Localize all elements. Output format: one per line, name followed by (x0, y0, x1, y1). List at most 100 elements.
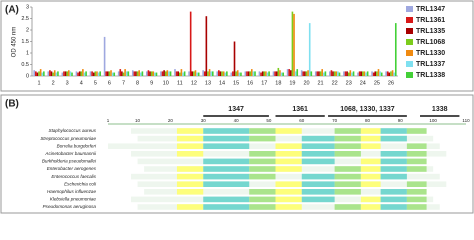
bar (136, 71, 139, 76)
bar (351, 72, 353, 76)
position-label: 70 (332, 118, 338, 123)
bar (357, 72, 359, 76)
conserved-block (275, 196, 302, 203)
bar (268, 71, 270, 76)
bar (379, 71, 381, 76)
bar (380, 72, 383, 76)
conserved-block (176, 204, 204, 210)
bar (376, 71, 378, 76)
bar (235, 71, 237, 76)
conserved-block (249, 166, 276, 172)
conserved-block (176, 151, 204, 157)
bar (163, 70, 165, 76)
conserved-block (176, 173, 204, 180)
bar (333, 71, 336, 76)
bar (277, 67, 280, 76)
x-tick-label: 1 (38, 80, 41, 86)
bar (33, 70, 36, 76)
x-tick-label: 16 (247, 80, 253, 86)
y-axis-label: OD 450 nm (12, 27, 18, 58)
bar (246, 71, 248, 76)
x-tick-label: 13 (205, 80, 211, 86)
conserved-block (334, 181, 361, 187)
bar (286, 69, 289, 76)
conserved-block (176, 135, 204, 142)
bar (377, 69, 380, 76)
conserved-block (406, 166, 427, 172)
x-tick-label: 24 (360, 80, 366, 86)
bar (57, 71, 59, 76)
x-tick-label: 6 (108, 80, 111, 86)
conserved-block (176, 181, 204, 187)
bar (179, 72, 181, 76)
conserved-block (176, 143, 204, 149)
bar (321, 69, 323, 76)
panel-a-frame (0, 0, 474, 92)
organism-name: Borrelia burgdorferi (57, 143, 97, 148)
bar (110, 70, 112, 76)
sequence-row (137, 135, 434, 142)
bar (203, 71, 206, 76)
bar (390, 71, 392, 76)
legend-swatch (406, 50, 413, 56)
bar (105, 71, 108, 76)
conserved-block (380, 158, 407, 165)
conserved-block (360, 196, 381, 203)
bar (360, 71, 363, 76)
bar (296, 69, 299, 76)
bar (366, 71, 369, 76)
bar (103, 36, 106, 76)
bar (149, 71, 151, 76)
conserved-block (203, 173, 250, 180)
bar (55, 72, 58, 76)
organism-name: Streptococcus pneumoniae (40, 136, 96, 141)
bar (117, 71, 120, 76)
organism-name: Staphylococcus aureus (49, 128, 97, 133)
bar (394, 23, 397, 77)
x-tick-label: 7 (122, 80, 125, 86)
conserved-block (334, 135, 361, 142)
bar (310, 71, 313, 76)
bar (125, 71, 128, 76)
bar (290, 70, 292, 76)
bar (232, 71, 234, 76)
bar (189, 11, 192, 77)
bar (111, 72, 114, 76)
conserved-block (406, 189, 427, 195)
y-tick-label: 3 (26, 4, 29, 10)
bar (238, 72, 241, 76)
bar (197, 72, 200, 76)
bar (272, 71, 275, 76)
x-tick-label: 26 (388, 80, 394, 86)
conserved-block (176, 166, 204, 172)
conserved-block (275, 151, 302, 157)
conserved-block (275, 166, 302, 172)
legend-swatch (406, 28, 413, 34)
bar (91, 71, 93, 76)
bar (343, 71, 345, 76)
conserved-block (301, 173, 335, 180)
bar (208, 69, 211, 76)
bar (161, 71, 164, 76)
bar (71, 72, 73, 76)
panel-label: (B) (5, 99, 19, 110)
bar (36, 72, 39, 76)
organism-name: Klebsiella pneumoniae (50, 197, 97, 202)
conserved-block (301, 151, 335, 157)
conserved-block (380, 128, 407, 134)
x-tick-label: 10 (163, 80, 169, 86)
y-tick-label: 1.5 (21, 39, 29, 45)
x-tick-label: 8 (136, 80, 139, 86)
bar (160, 71, 162, 76)
bar (224, 72, 227, 76)
conserved-block (275, 158, 302, 165)
conserved-block (406, 204, 427, 210)
bar (210, 71, 212, 76)
legend-label: TRL1068 (416, 39, 445, 46)
sequence-row (108, 143, 440, 149)
legend-label: TRL1330 (416, 50, 445, 57)
bar (67, 70, 70, 76)
bar (233, 41, 236, 76)
conserved-block (249, 189, 276, 195)
bar (49, 70, 51, 76)
